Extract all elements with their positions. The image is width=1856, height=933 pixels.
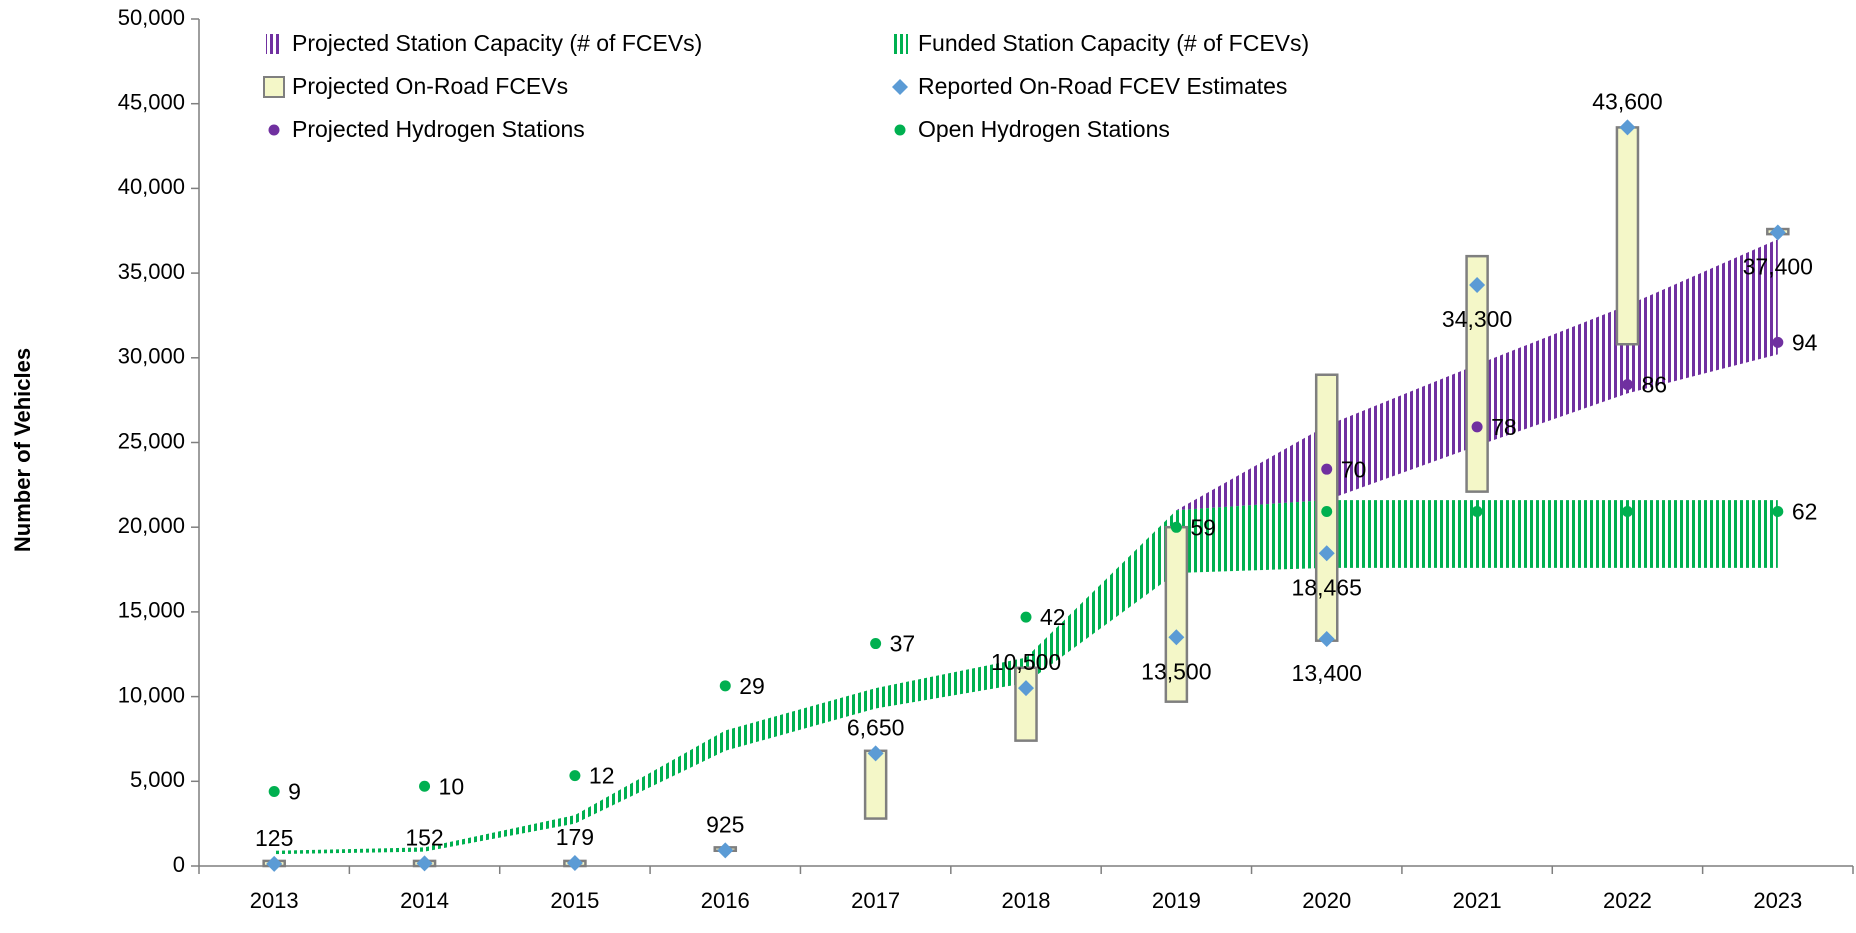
x-tick-label: 2013: [250, 888, 299, 913]
estimate-label: 6,650: [847, 714, 905, 740]
y-tick-label: 45,000: [118, 90, 185, 115]
station-dot: [1321, 505, 1333, 517]
estimate-marker: [1318, 631, 1335, 648]
estimate-label: 18,465: [1292, 574, 1362, 600]
y-tick-label: 0: [173, 852, 185, 877]
station-dot: [569, 770, 581, 782]
legend-label: Funded Station Capacity (# of FCEVs): [918, 30, 1309, 56]
legend-swatch: [892, 34, 908, 54]
x-tick-label: 2014: [400, 888, 449, 913]
estimate-marker: [266, 855, 283, 872]
estimate-label: 925: [706, 811, 744, 837]
station-label: 94: [1792, 329, 1818, 355]
estimate-marker: [717, 842, 734, 859]
projection-box: [1615, 126, 1640, 346]
station-dot: [1471, 421, 1483, 433]
y-tick-label: 20,000: [118, 513, 185, 538]
y-tick-label: 25,000: [118, 428, 185, 453]
estimate-label: 13,400: [1292, 660, 1362, 686]
legend-swatch: [892, 79, 908, 95]
estimate-marker: [566, 854, 583, 871]
station-label: 78: [1491, 414, 1517, 440]
y-tick-label: 5,000: [130, 767, 185, 792]
y-tick-label: 15,000: [118, 598, 185, 623]
station-label: 12: [589, 763, 615, 789]
station-label: 9: [288, 779, 301, 805]
estimate-label: 37,400: [1743, 254, 1813, 280]
station-label: 62: [1792, 499, 1818, 525]
y-axis-title: Number of Vehicles: [10, 348, 35, 552]
estimate-marker: [1168, 629, 1185, 646]
estimate-label: 152: [405, 825, 443, 851]
y-tick-label: 30,000: [118, 344, 185, 369]
estimate-marker: [1469, 276, 1486, 293]
station-dot: [419, 780, 431, 792]
x-tick-label: 2022: [1603, 888, 1652, 913]
station-label: 86: [1641, 372, 1667, 398]
x-tick-label: 2016: [701, 888, 750, 913]
legend-swatch: [268, 124, 280, 136]
station-dot: [268, 785, 280, 797]
legend-label: Open Hydrogen Stations: [918, 116, 1170, 142]
x-tick-label: 2021: [1453, 888, 1502, 913]
legend-label: Reported On-Road FCEV Estimates: [918, 73, 1287, 99]
x-tick-label: 2017: [851, 888, 900, 913]
estimate-label: 13,500: [1141, 658, 1211, 684]
station-label: 37: [890, 631, 916, 657]
estimate-label: 10,500: [991, 649, 1061, 675]
station-label: 10: [439, 773, 465, 799]
estimate-marker: [1018, 680, 1034, 697]
estimate-label: 43,600: [1592, 88, 1662, 114]
y-tick-label: 35,000: [118, 259, 185, 284]
legend-label: Projected Station Capacity (# of FCEVs): [292, 30, 702, 56]
station-dot: [1772, 505, 1784, 517]
station-dot: [1772, 336, 1784, 348]
x-tick-label: 2018: [1002, 888, 1051, 913]
station-dot: [1321, 463, 1333, 475]
station-dot: [1471, 505, 1483, 517]
station-label: 29: [739, 673, 765, 699]
x-tick-label: 2015: [550, 888, 599, 913]
estimate-marker: [867, 745, 884, 762]
station-dot: [1170, 521, 1182, 533]
estimate-marker: [416, 855, 433, 872]
projection-box: [1465, 254, 1489, 493]
station-dot: [870, 638, 882, 650]
legend-swatch: [894, 124, 906, 136]
legend-swatch: [266, 34, 282, 54]
estimate-marker: [1769, 224, 1786, 241]
station-dot: [719, 680, 731, 692]
station-dot: [1020, 611, 1032, 623]
y-tick-label: 40,000: [118, 174, 185, 199]
y-tick-label: 10,000: [118, 682, 185, 707]
estimate-marker: [1619, 119, 1636, 136]
y-tick-label: 50,000: [118, 5, 185, 30]
estimate-label: 125: [255, 825, 293, 851]
x-tick-label: 2023: [1753, 888, 1802, 913]
legend-swatch: [263, 76, 285, 98]
estimate-label: 179: [556, 824, 594, 850]
station-label: 42: [1040, 604, 1066, 630]
legend-label: Projected Hydrogen Stations: [292, 116, 585, 142]
x-tick-label: 2019: [1152, 888, 1201, 913]
station-dot: [1621, 379, 1633, 391]
station-dot: [1621, 505, 1633, 517]
estimate-marker: [1318, 545, 1335, 562]
x-tick-label: 2020: [1302, 888, 1351, 913]
projection-box: [1014, 666, 1038, 742]
station-label: 59: [1190, 514, 1216, 540]
station-label: 70: [1341, 456, 1367, 482]
legend-label: Projected On-Road FCEVs: [292, 73, 568, 99]
estimate-label: 34,300: [1442, 306, 1512, 332]
